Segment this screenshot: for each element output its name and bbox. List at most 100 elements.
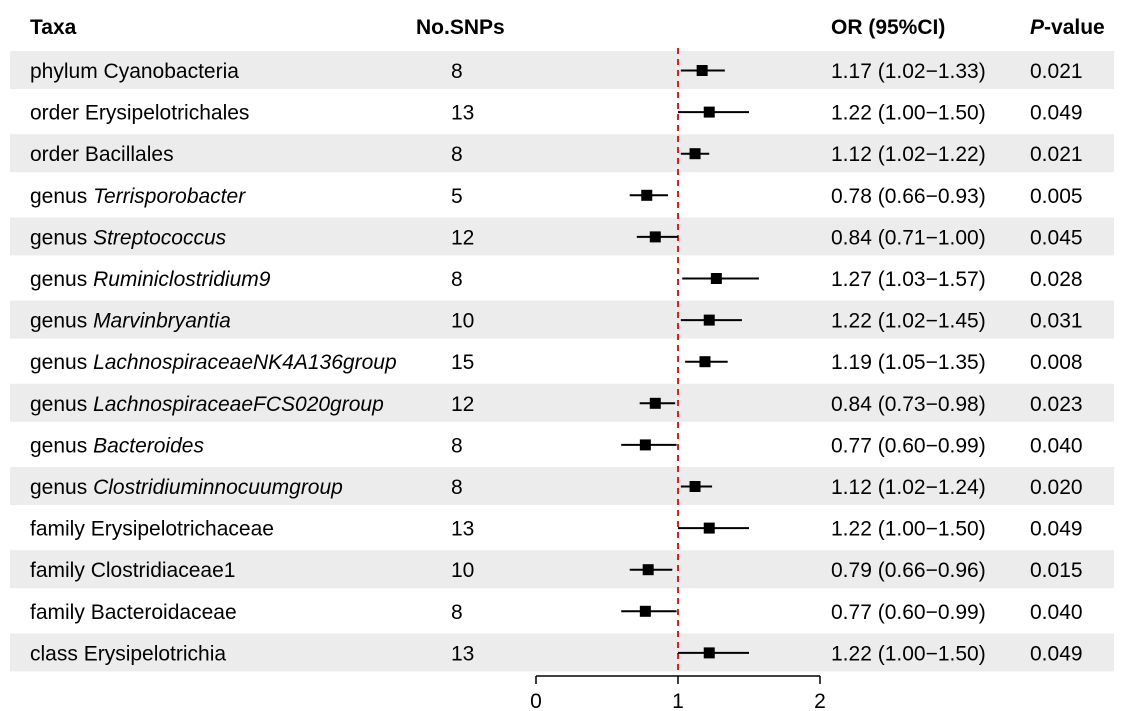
taxon-label: family Clostridiaceae1	[30, 559, 235, 582]
taxon-name: LachnospiraceaeNK4A136group	[93, 351, 397, 374]
x-tick-label: 1	[672, 690, 684, 711]
or-ci-label: 1.12 (1.02−1.24)	[831, 476, 986, 499]
taxon-label: order Bacillales	[30, 143, 174, 166]
p-value: 0.049	[1030, 642, 1083, 665]
or-ci-label: 1.22 (1.00−1.50)	[831, 102, 986, 125]
taxon-name: Ruminiclostridium9	[93, 268, 271, 291]
row-stripes	[10, 51, 1114, 672]
taxon-rank: order	[30, 143, 85, 166]
taxon-rank: genus	[30, 185, 93, 208]
taxon-name: Erysipelotrichaceae	[91, 518, 274, 541]
or-ci-label: 1.22 (1.00−1.50)	[831, 518, 986, 541]
header-pvalue-suffix: -value	[1044, 16, 1105, 39]
or-ci-label: 0.79 (0.66−0.96)	[831, 559, 986, 582]
or-ci-label: 1.22 (1.02−1.45)	[831, 310, 986, 333]
taxon-label: genus Clostridiuminnocuumgroup	[30, 476, 343, 499]
taxon-label: family Erysipelotrichaceae	[30, 518, 274, 541]
snp-count: 13	[451, 102, 474, 125]
or-ci-label: 0.77 (0.60−0.99)	[831, 601, 986, 624]
estimate-marker	[710, 273, 722, 284]
row-stripe	[10, 633, 1114, 672]
or-ci-label: 0.84 (0.73−0.98)	[831, 393, 986, 416]
p-value: 0.049	[1030, 102, 1083, 125]
p-value: 0.015	[1030, 559, 1083, 582]
header-or: OR (95%CI)	[831, 16, 945, 39]
snp-count: 10	[451, 310, 474, 333]
row-stripe	[10, 550, 1114, 589]
taxon-name: Erysipelotrichia	[84, 642, 227, 665]
snp-count: 5	[451, 185, 463, 208]
header-pvalue: P-value	[1030, 16, 1105, 39]
taxon-rank: order	[30, 102, 85, 125]
estimate-marker	[696, 65, 708, 76]
p-value: 0.008	[1030, 351, 1083, 374]
p-value: 0.005	[1030, 185, 1083, 208]
estimate-marker	[689, 481, 701, 492]
estimate-marker	[642, 564, 654, 576]
estimate-marker	[641, 189, 653, 201]
taxon-rank: genus	[30, 393, 93, 416]
taxon-rank: genus	[30, 476, 93, 499]
snp-count: 8	[451, 601, 463, 624]
estimate-marker	[703, 522, 715, 534]
row-stripe	[10, 300, 1114, 339]
taxon-label: genus Marvinbryantia	[30, 310, 231, 333]
taxon-label: genus Bacteroides	[30, 434, 204, 457]
data-rows: phylum Cyanobacteria 8 1.17 (1.02−1.33) 0.0…	[30, 60, 1083, 665]
or-ci-label: 1.27 (1.03−1.57)	[831, 268, 986, 291]
estimate-marker	[639, 439, 651, 451]
taxon-name: Erysipelotrichales	[85, 102, 250, 125]
taxon-rank: class	[30, 642, 84, 665]
x-tick-label: 2	[814, 690, 826, 711]
snp-count: 8	[451, 476, 463, 499]
row-stripe	[10, 217, 1114, 256]
or-ci-label: 0.78 (0.66−0.93)	[831, 185, 986, 208]
estimate-marker	[703, 314, 715, 326]
taxon-rank: genus	[30, 434, 93, 457]
p-value: 0.021	[1030, 143, 1083, 166]
or-ci-label: 1.17 (1.02−1.33)	[831, 60, 986, 83]
or-ci-label: 1.22 (1.00−1.50)	[831, 642, 986, 665]
taxon-name: Bacteroides	[93, 434, 204, 457]
snp-count: 8	[451, 60, 463, 83]
taxon-label: family Bacteroidaceae	[30, 601, 237, 624]
p-value: 0.045	[1030, 226, 1083, 249]
snp-count: 12	[451, 393, 474, 416]
estimate-marker	[703, 106, 715, 118]
taxon-name: Marvinbryantia	[93, 310, 231, 333]
or-ci-label: 0.84 (0.71−1.00)	[831, 226, 986, 249]
p-value: 0.023	[1030, 393, 1083, 416]
header-taxa: Taxa	[30, 16, 77, 39]
estimates	[621, 65, 759, 659]
snp-count: 8	[451, 434, 463, 457]
estimate-marker	[689, 148, 701, 160]
taxon-label: class Erysipelotrichia	[30, 642, 226, 665]
snp-count: 13	[451, 518, 474, 541]
estimate-marker	[649, 231, 661, 243]
or-ci-label: 1.12 (1.02−1.22)	[831, 143, 986, 166]
taxon-name: Clostridiuminnocuumgroup	[93, 476, 343, 499]
taxon-rank: genus	[30, 226, 93, 249]
snp-count: 12	[451, 226, 474, 249]
taxon-label: genus LachnospiraceaeNK4A136group	[30, 351, 397, 374]
p-value: 0.031	[1030, 310, 1083, 333]
header-nsnps: No.SNPs	[416, 16, 505, 39]
taxon-name: Cyanobacteria	[104, 60, 240, 83]
snp-count: 8	[451, 268, 463, 291]
p-value: 0.021	[1030, 60, 1083, 83]
taxon-rank: phylum	[30, 60, 104, 83]
taxon-name: Terrisporobacter	[93, 185, 246, 208]
estimate-marker	[703, 647, 715, 659]
estimate-marker	[639, 605, 651, 617]
row-stripe	[10, 134, 1114, 173]
p-value: 0.040	[1030, 601, 1083, 624]
x-tick-label: 0	[530, 690, 542, 711]
taxon-rank: genus	[30, 351, 93, 374]
taxon-rank: family	[30, 559, 91, 582]
snp-count: 10	[451, 559, 474, 582]
taxon-rank: family	[30, 601, 91, 624]
estimate-marker	[649, 397, 661, 409]
taxon-label: genus Terrisporobacter	[30, 185, 246, 208]
taxon-label: order Erysipelotrichales	[30, 102, 249, 125]
